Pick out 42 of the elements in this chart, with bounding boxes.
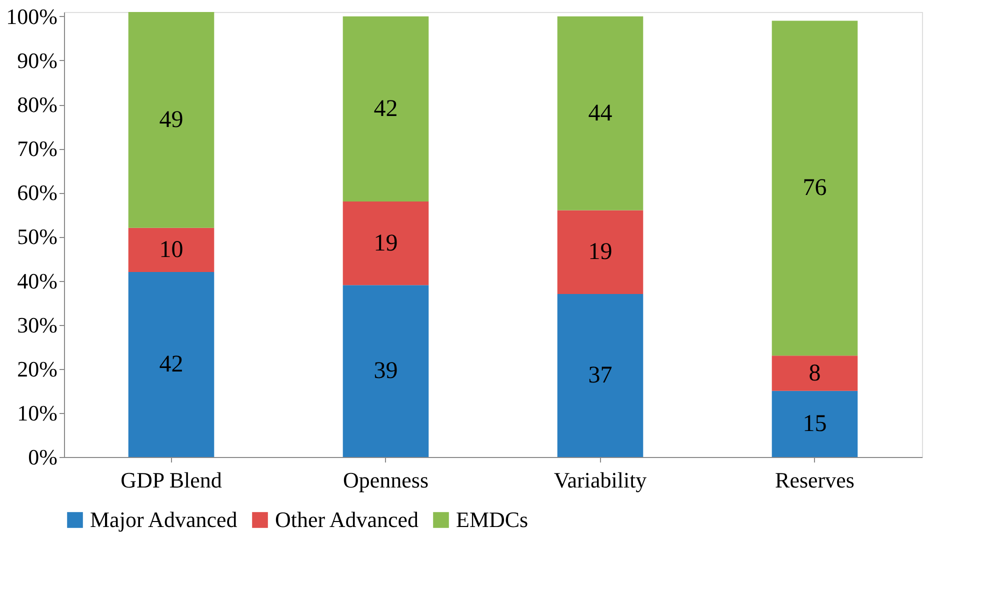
data-label: 76 <box>802 175 827 202</box>
y-tick-label: 70% <box>17 136 58 162</box>
x-tick-label: Openness <box>342 468 429 492</box>
y-tick-label: 20% <box>17 356 58 382</box>
data-label: 42 <box>374 96 398 122</box>
data-label: 19 <box>588 239 612 266</box>
bar <box>342 285 429 457</box>
legend-label: Major Advanced <box>90 507 238 532</box>
y-tick-label: 30% <box>17 312 58 338</box>
y-tick-label: 10% <box>17 400 58 426</box>
y-tick-label: 80% <box>17 92 58 118</box>
bar <box>128 12 214 228</box>
bar <box>342 201 429 286</box>
bar <box>772 20 858 356</box>
data-label: 10 <box>159 236 184 263</box>
bar <box>342 16 429 202</box>
y-tick-label: 40% <box>17 268 58 294</box>
bar <box>557 16 644 210</box>
y-tick-label: 50% <box>17 224 58 250</box>
bar <box>772 390 858 457</box>
y-tick-label: 100% <box>6 4 58 29</box>
data-label: 15 <box>802 410 827 437</box>
data-label: 19 <box>374 230 398 256</box>
data-label: 49 <box>159 106 184 133</box>
data-label: 39 <box>374 358 398 384</box>
y-tick-label: 90% <box>17 48 58 73</box>
x-tick-label: Variability <box>554 468 647 492</box>
x-tick-label: Reserves <box>775 468 854 492</box>
legend-label: Other Advanced <box>275 507 419 532</box>
data-label: 8 <box>808 360 821 386</box>
legend-label: EMDCs <box>456 507 528 532</box>
x-tick-label: GDP Blend <box>120 468 222 492</box>
bar <box>557 210 644 294</box>
data-label: 44 <box>588 100 612 126</box>
bar <box>128 272 214 457</box>
y-tick-label: 0% <box>28 444 58 470</box>
bar <box>128 228 214 272</box>
data-label: 37 <box>588 362 612 388</box>
y-tick-label: 60% <box>17 180 58 206</box>
bar <box>557 294 644 457</box>
bar <box>772 356 858 391</box>
data-label: 42 <box>159 351 184 378</box>
